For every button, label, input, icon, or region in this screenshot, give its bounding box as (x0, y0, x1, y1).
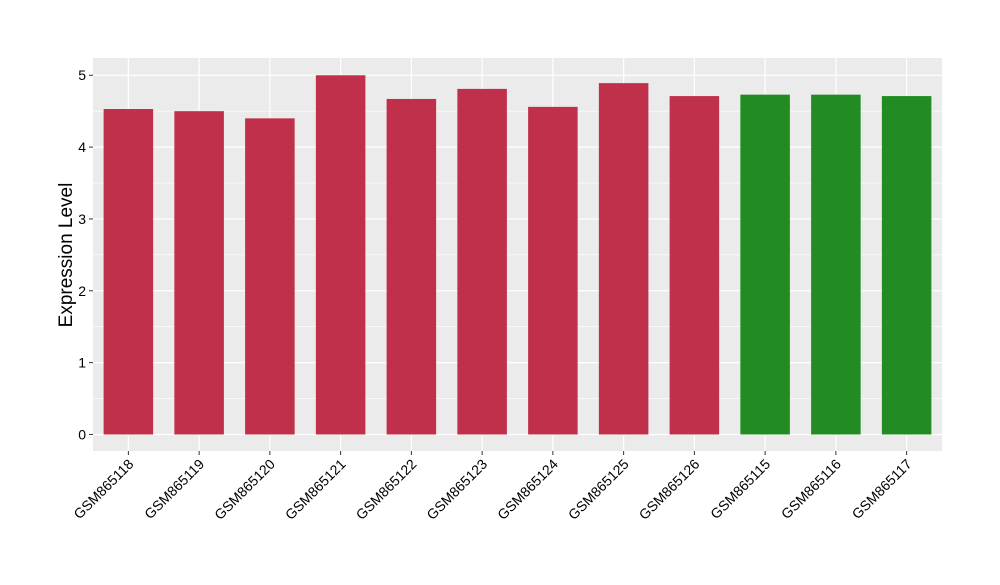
bar-GSM865116 (811, 94, 861, 435)
y-axis: 0 1 2 3 4 5 (78, 67, 93, 442)
x-axis: GSM865118 GSM865119 GSM865120 GSM865121 GSM8… (70, 451, 915, 523)
bar-GSM865117 (881, 96, 932, 435)
y-tick-label: 2 (78, 283, 86, 299)
bar-GSM865118 (103, 109, 154, 435)
y-tick-label: 3 (78, 211, 86, 227)
bar-GSM865122 (386, 98, 437, 435)
y-axis-title: Expression Level (56, 183, 77, 328)
bar-GSM865115 (740, 94, 790, 435)
bar-GSM865126 (669, 96, 720, 435)
bar-GSM865121 (315, 75, 366, 435)
x-tick-label: GSM865125 (565, 456, 632, 523)
bars (103, 75, 932, 435)
x-tick-label: GSM865122 (353, 456, 420, 523)
y-tick-label: 1 (78, 355, 86, 371)
x-tick-label: GSM865116 (778, 456, 844, 522)
y-tick-label: 5 (78, 67, 86, 83)
x-tick-label: GSM865120 (211, 456, 278, 523)
bar-GSM865125 (598, 83, 649, 435)
x-tick-label: GSM865119 (141, 456, 207, 522)
bar-GSM865124 (528, 106, 578, 435)
x-tick-label: GSM865121 (282, 456, 349, 523)
plot-panel (93, 58, 942, 451)
x-tick-label: GSM865124 (494, 456, 561, 523)
x-tick-label: GSM865115 (707, 456, 773, 522)
x-tick-label: GSM865123 (423, 456, 490, 523)
y-tick-label: 4 (78, 139, 86, 155)
y-tick-label: 0 (78, 426, 86, 442)
bar-GSM865123 (457, 88, 507, 435)
x-tick-label: GSM865117 (849, 456, 915, 522)
bar-GSM865120 (245, 118, 295, 435)
bar-GSM865119 (174, 111, 224, 435)
x-tick-label: GSM865126 (636, 456, 703, 523)
x-tick-label: GSM865118 (70, 456, 136, 522)
